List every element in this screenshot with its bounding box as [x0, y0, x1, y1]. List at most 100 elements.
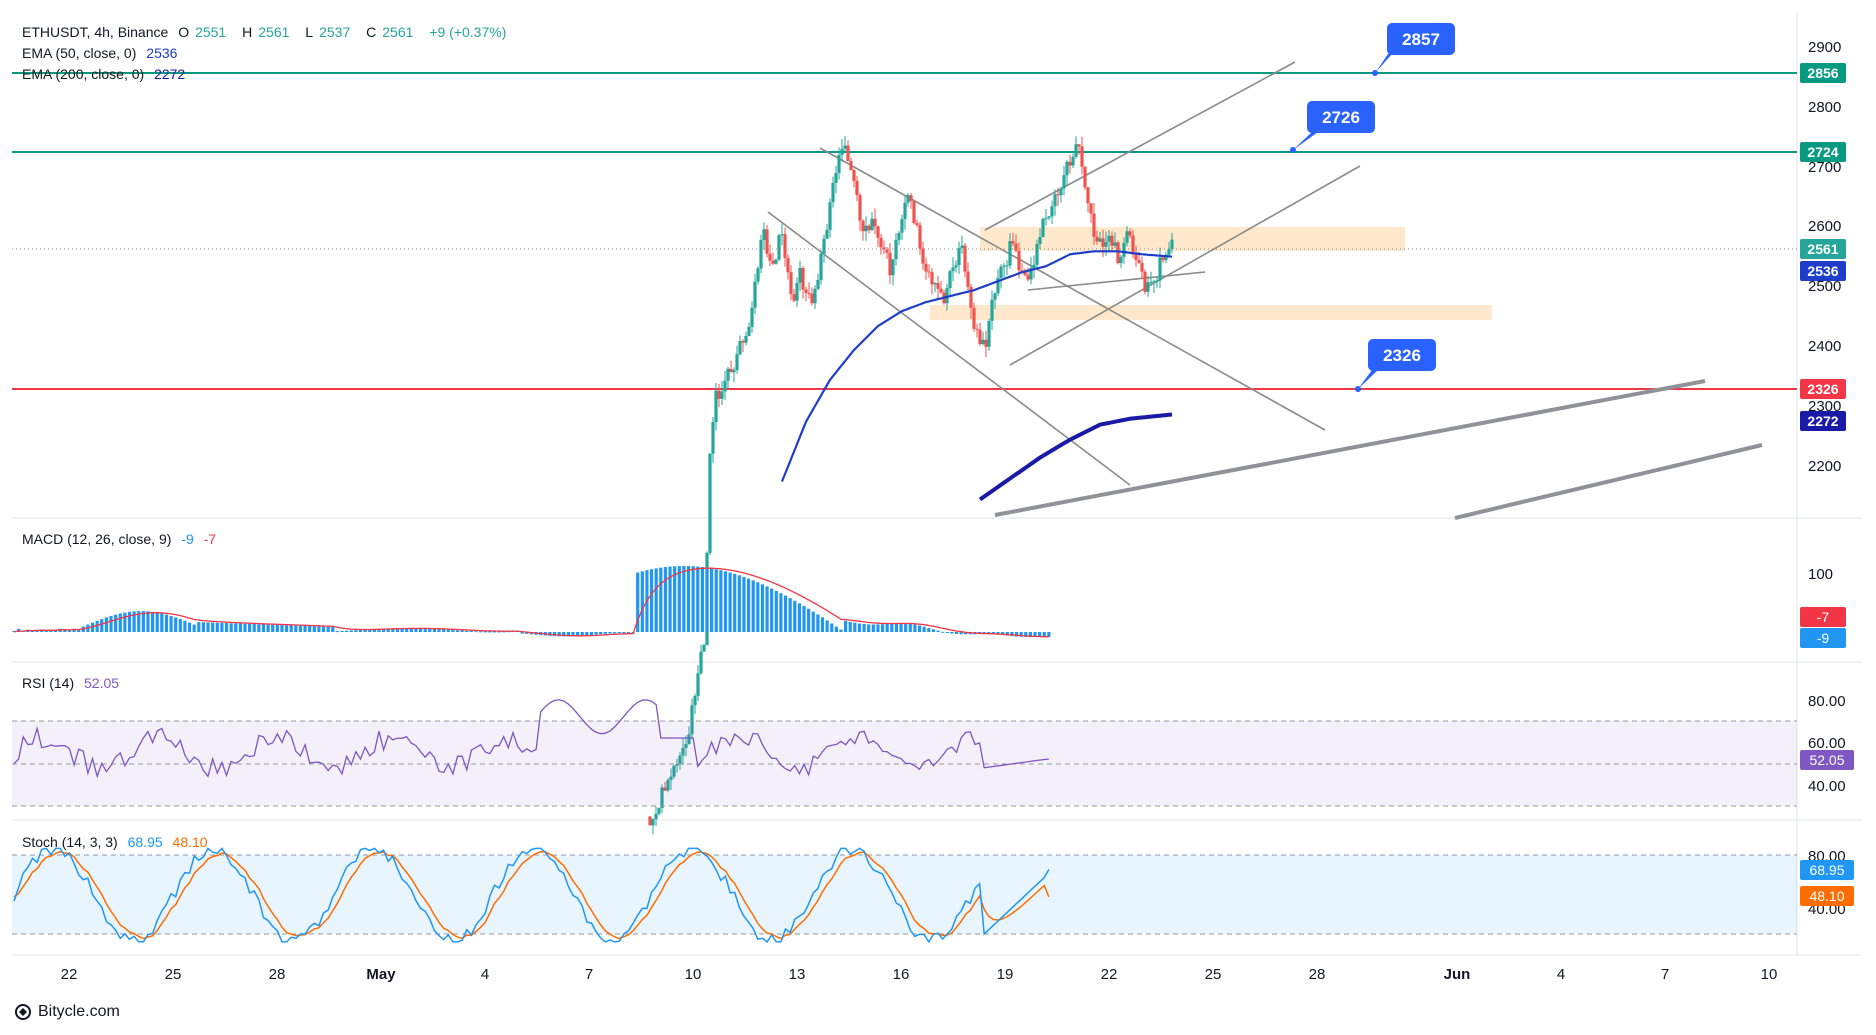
candle-body	[960, 245, 964, 249]
candle-body	[807, 292, 811, 294]
macd-bar	[834, 626, 838, 632]
ohlc-high: H 2561	[242, 24, 290, 40]
candle-body	[1089, 203, 1093, 214]
rsi-legend[interactable]: RSI (14) 52.05	[22, 675, 125, 691]
candle-body	[1101, 238, 1105, 247]
candle-body	[1113, 242, 1117, 246]
candle-body	[672, 765, 676, 777]
macd-value: -9	[181, 531, 194, 547]
candle-body	[651, 819, 655, 826]
candle-body	[762, 229, 766, 240]
macd-bar	[1001, 632, 1005, 636]
macd-bar	[377, 628, 381, 632]
candle-body	[1032, 264, 1036, 268]
candle-body	[1161, 257, 1165, 261]
macd-bar	[927, 628, 931, 632]
time-axis[interactable]: 22 25 28 May 4 7 10 13 16 19 22 25 28 Ju…	[61, 966, 1778, 983]
stoch-k-line	[13, 847, 1050, 944]
symbol-legend[interactable]: ETHUSDT, 4h, Binance O 2551 H 2561 L 2537 C…	[22, 24, 512, 40]
macd-bar	[797, 603, 801, 632]
macd-bar	[779, 593, 783, 632]
candle-body	[1128, 231, 1132, 236]
macd-bar	[294, 625, 298, 632]
macd-bar	[844, 620, 848, 632]
candle-body	[903, 202, 907, 220]
price-badges: 2856 2724 2561 2536 2326 2272	[1800, 63, 1846, 431]
macd-bar	[382, 628, 386, 632]
candle-body	[813, 288, 817, 304]
price-tick: 2300	[1808, 398, 1841, 415]
stoch-legend[interactable]: Stoch (14, 3, 3) 68.95 48.10	[22, 834, 214, 850]
time-tick: 4	[481, 966, 489, 983]
macd-bar	[317, 626, 321, 632]
macd-bar	[682, 566, 686, 632]
brand-footer[interactable]: Bitycle.com	[14, 1003, 120, 1021]
candle-body	[801, 267, 805, 290]
candle-body	[1074, 144, 1078, 157]
macd-bar	[649, 569, 654, 632]
macd-bar	[885, 623, 889, 632]
candle-body	[885, 249, 889, 253]
macd-bar	[451, 630, 455, 632]
badge-stoch-k: 68.95	[1809, 862, 1844, 878]
candle-body	[768, 253, 772, 261]
time-tick: 19	[997, 966, 1014, 983]
macd-bar	[460, 630, 464, 632]
candle-body	[1146, 282, 1150, 292]
callout-2326[interactable]: 2326	[1355, 339, 1436, 392]
callout-2726[interactable]: 2726	[1290, 101, 1375, 153]
candle-body	[678, 755, 682, 765]
candle-body	[891, 259, 895, 276]
ema200-legend[interactable]: EMA (200, close, 0) 2272	[22, 66, 191, 82]
rising-channel-lower	[1009, 165, 1361, 366]
macd-bar	[44, 630, 48, 632]
macd-legend[interactable]: MACD (12, 26, close, 9) -9 -7	[22, 531, 222, 547]
time-tick: 4	[1557, 966, 1565, 983]
macd-bar	[770, 588, 774, 632]
macd-bar	[608, 632, 612, 634]
macd-bar	[622, 632, 626, 634]
macd-label: MACD (12, 26, close, 9)	[22, 531, 172, 547]
candle-body	[777, 235, 781, 260]
price-axis[interactable]: 2900 2800 2700 2600 2500 2400 2300 2200	[1808, 39, 1841, 475]
candle-body	[1170, 239, 1174, 249]
ema50-legend[interactable]: EMA (50, close, 0) 2536	[22, 45, 183, 61]
candle-body	[816, 279, 820, 289]
candle-body	[1056, 194, 1060, 196]
macd-bar	[654, 568, 658, 632]
candle-body	[957, 248, 961, 266]
badge-last-price: 2561	[1807, 241, 1838, 257]
candle-body	[750, 307, 754, 327]
macd-bar	[1028, 632, 1032, 638]
candle-body	[1026, 274, 1030, 280]
candle-body	[1152, 281, 1156, 283]
candle-body	[675, 764, 679, 766]
macd-bar	[1047, 632, 1051, 637]
badge-2856: 2856	[1807, 65, 1838, 81]
macd-bar	[289, 625, 293, 632]
badge-macd: -9	[1817, 630, 1830, 646]
macd-bar	[141, 611, 145, 632]
macd-bar	[890, 623, 894, 632]
candle-body	[1095, 236, 1099, 242]
candle-body	[804, 289, 808, 293]
callout-2857[interactable]: 2857	[1372, 23, 1455, 76]
candle-body	[840, 148, 844, 155]
candle-body	[951, 267, 955, 272]
candle-body	[1155, 280, 1159, 282]
macd-bar	[867, 624, 871, 632]
rsi-label: RSI (14)	[22, 675, 75, 691]
candle-body	[681, 747, 685, 756]
macd-bar	[908, 623, 912, 632]
candle-body	[897, 232, 901, 240]
candle-body	[1137, 259, 1141, 263]
macd-bar	[959, 632, 963, 635]
macd-bar	[945, 632, 949, 633]
macd-bar	[437, 629, 441, 632]
candle-body	[870, 218, 874, 231]
macd-bar	[155, 612, 159, 632]
macd-bar	[922, 626, 926, 632]
macd-bar	[613, 632, 617, 634]
macd-bar	[358, 629, 363, 632]
